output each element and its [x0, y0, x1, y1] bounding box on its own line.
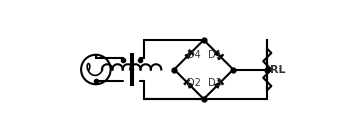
Text: D4: D4 — [186, 50, 200, 60]
Polygon shape — [214, 82, 221, 88]
Polygon shape — [214, 51, 221, 57]
Text: RL: RL — [270, 64, 286, 75]
Text: D2: D2 — [186, 78, 201, 88]
Text: D3: D3 — [208, 78, 222, 88]
Text: D1: D1 — [208, 50, 222, 60]
Polygon shape — [187, 82, 193, 88]
Polygon shape — [185, 53, 191, 59]
